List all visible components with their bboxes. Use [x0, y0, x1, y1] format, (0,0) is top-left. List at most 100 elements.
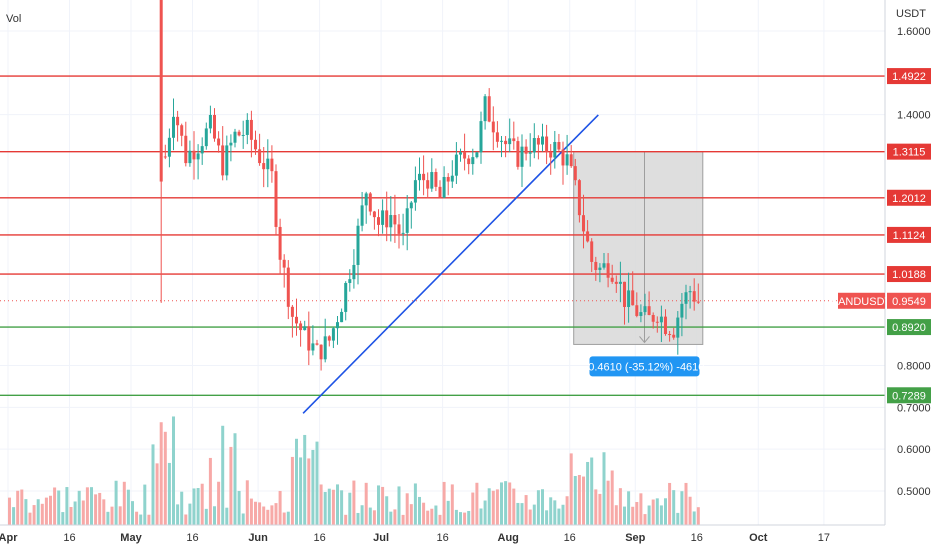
volume-bar [401, 514, 405, 525]
candle-body [553, 141, 557, 158]
candle-body [176, 116, 180, 126]
candle-body [344, 282, 348, 312]
volume-bar [463, 512, 467, 525]
candle-body [598, 267, 602, 270]
candle-body [409, 202, 413, 209]
candle-body [467, 158, 471, 165]
candle-body [655, 321, 659, 323]
volume-bar [163, 431, 167, 525]
candle-body [204, 128, 208, 147]
time-tick-label: 16 [691, 532, 703, 544]
volume-bar [393, 509, 397, 525]
volume-bar [573, 476, 577, 525]
volume-bar [32, 505, 36, 525]
volume-bar [278, 490, 282, 525]
volume-bar [418, 496, 421, 525]
volume-bar [348, 492, 352, 525]
volume-bar [167, 462, 171, 525]
volume-bar [90, 487, 93, 525]
volume-bar [213, 506, 216, 525]
measure-box[interactable]: -0.4610 (-35.12%) -4610 [573, 151, 705, 377]
candle-body [684, 292, 688, 304]
candle-body [180, 125, 184, 136]
candle-body [241, 134, 245, 136]
volume-bar [467, 510, 471, 525]
time-tick-label: 16 [63, 532, 75, 544]
volume-bar [49, 495, 52, 525]
measure-arrow-head [639, 336, 650, 344]
candle-body [327, 336, 331, 341]
candle-body [664, 316, 667, 335]
volume-bar [73, 501, 77, 525]
volume-bar [208, 457, 212, 525]
candle-body [610, 277, 614, 282]
candle-body [532, 138, 536, 153]
current-price-label: 0.9549 [892, 296, 926, 308]
time-tick-label: Sep [625, 532, 645, 544]
volume-bar [147, 514, 151, 525]
volume-bar [495, 489, 499, 525]
volume-bar [680, 491, 684, 525]
volume-bar [549, 497, 553, 525]
volume-bar [360, 505, 364, 525]
candle-body [487, 96, 491, 122]
current-price-tag [887, 292, 931, 309]
candle-body [319, 344, 323, 360]
volume-bar [430, 508, 434, 525]
candle-body [389, 215, 393, 228]
volume-bar [422, 502, 426, 525]
measure-label: -0.4610 (-35.12%) -4610 [585, 361, 705, 373]
volume-bar [303, 434, 307, 525]
volume-bar [672, 490, 676, 525]
volume-bar [249, 498, 253, 525]
candles [159, 0, 700, 371]
candle-body [577, 180, 581, 216]
volume-bar [192, 488, 196, 525]
price-tick-label: 0.5000 [897, 486, 931, 498]
time-tick-label: Jul [373, 532, 389, 544]
candle-body [163, 156, 167, 158]
candle-body [422, 173, 426, 181]
volume-bar [676, 512, 680, 525]
candle-body [647, 306, 651, 315]
volume-bar [176, 504, 180, 525]
horizontal-levels[interactable] [0, 75, 885, 396]
level-price-tag [887, 266, 931, 283]
volume-bar [413, 483, 417, 525]
volume-bar [77, 490, 81, 525]
volume-bar [442, 481, 446, 525]
candle-body [303, 326, 307, 331]
volume-bar [135, 511, 139, 525]
volume-bar [696, 507, 700, 525]
measure-label-box [589, 356, 700, 377]
volume-bar [139, 514, 143, 525]
level-price-tag [887, 189, 931, 206]
price-tick-label: 1.6000 [897, 26, 931, 38]
candle-body [405, 208, 409, 233]
time-tick-label: May [120, 532, 142, 544]
price-tags: 1.4922 1.3115 1.2012 1.1124 1.0188 0.8920 0.72… [831, 68, 931, 404]
candle-body [196, 153, 200, 160]
volume-bar [118, 506, 122, 525]
currency-label: USDT [896, 8, 926, 20]
price-tick-label: 0.7000 [897, 402, 931, 414]
volume-label: Vol [6, 13, 21, 25]
price-tick-label: 0.6000 [897, 444, 931, 456]
candle-body [368, 193, 372, 212]
volume-bar [122, 481, 126, 525]
candle-body [426, 180, 430, 189]
volume-bar [61, 512, 65, 525]
candle-body [381, 210, 385, 225]
candle-body [450, 175, 454, 182]
volume-bar [40, 503, 44, 525]
volume-bar [483, 500, 487, 525]
volume-bar [385, 496, 389, 525]
candle-body [249, 119, 253, 140]
candle-body [594, 261, 598, 270]
candle-body [549, 152, 553, 158]
candle-body [676, 317, 680, 338]
level-price-label: 0.7289 [892, 390, 926, 402]
trendline[interactable] [302, 114, 599, 414]
